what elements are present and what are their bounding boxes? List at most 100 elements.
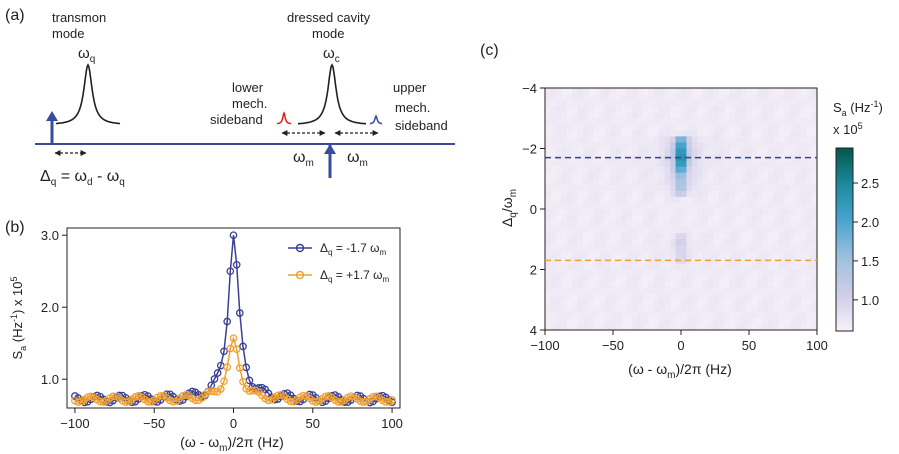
heatmap-cell	[757, 148, 763, 155]
heatmap-cell	[664, 305, 671, 313]
colorbar-tick-label: 2.0	[861, 215, 879, 230]
heatmap-cell	[681, 263, 687, 270]
heatmap-cell	[588, 202, 595, 210]
heatmap-cell	[735, 94, 742, 101]
heatmap-cell	[724, 281, 731, 289]
heatmap-cell	[610, 251, 617, 258]
heatmap-cell	[784, 323, 791, 331]
heatmap-cell	[811, 100, 818, 107]
heatmap-cell	[691, 136, 698, 143]
heatmap-cell	[697, 233, 704, 240]
heatmap-cell	[691, 202, 698, 210]
heatmap-cell	[806, 142, 812, 149]
heatmap-cell	[675, 202, 682, 210]
heatmap-cell	[653, 130, 660, 137]
heatmap-cell	[566, 227, 573, 234]
heatmap-cell	[800, 209, 807, 216]
heatmap-cell	[572, 275, 579, 282]
heatmap-cell	[588, 172, 595, 180]
heatmap-cell	[686, 287, 693, 295]
heatmap-cell	[789, 154, 796, 161]
heatmap-cell	[583, 148, 589, 155]
heatmap-cell	[697, 215, 704, 222]
heatmap-cell	[642, 190, 649, 198]
heatmap-cell	[751, 233, 758, 240]
heatmap-cell	[588, 118, 595, 125]
heatmap-cell	[583, 172, 589, 180]
heatmap-cell	[735, 190, 742, 198]
heatmap-cell	[806, 311, 812, 319]
heatmap-cell	[566, 221, 573, 228]
heatmap-cell	[789, 202, 796, 210]
heatmap-cell	[795, 221, 802, 228]
heatmap-cell	[795, 293, 802, 301]
heatmap-cell	[615, 142, 622, 149]
heatmap-cell	[555, 215, 562, 222]
heatmap-cell	[610, 305, 617, 313]
heatmap-cell	[610, 209, 617, 216]
heatmap-cell	[593, 323, 600, 331]
heatmap-cell	[664, 215, 671, 222]
heatmap-cell	[702, 239, 709, 246]
heatmap-cell	[550, 275, 557, 282]
plot-b-data-point	[346, 392, 355, 401]
heatmap-cell	[621, 281, 627, 289]
heatmap-cell	[670, 88, 676, 95]
heatmap-cell	[789, 269, 796, 276]
heatmap-cell	[572, 299, 579, 307]
heatmap-cell	[757, 299, 763, 307]
heatmap-cell	[740, 245, 747, 252]
heatmap-cell	[626, 148, 633, 155]
heatmap-cell	[735, 317, 742, 325]
heatmap-cell	[555, 160, 562, 168]
heatmap-cell	[626, 178, 633, 186]
heatmap-cell	[593, 160, 600, 168]
heatmap-cell	[697, 221, 704, 228]
heatmap-cell	[555, 100, 562, 107]
heatmap-cell	[740, 190, 747, 198]
heatmap-cell	[642, 94, 649, 101]
heatmap-cell	[719, 88, 725, 95]
heatmap-cell	[768, 160, 774, 168]
heatmap-cell	[545, 100, 551, 107]
heatmap-cell	[675, 299, 682, 307]
heatmap-cell	[653, 202, 660, 210]
heatmap-cell	[708, 269, 715, 276]
heatmap-cell	[572, 148, 579, 155]
heatmap-cell	[811, 239, 818, 246]
heatmap-cell	[588, 106, 595, 113]
heatmap-cell	[724, 136, 731, 143]
heatmap-cell	[593, 166, 600, 174]
heatmap-cell	[648, 293, 655, 301]
heatmap-cell	[773, 323, 780, 331]
heatmap-cell	[653, 190, 660, 198]
plot-b-series-line	[74, 235, 393, 404]
heatmap-cell	[686, 281, 693, 289]
heatmap-cell	[599, 88, 606, 95]
heatmap-cell	[550, 239, 557, 246]
heatmap-cell	[583, 281, 589, 289]
heatmap-cell	[566, 100, 573, 107]
heatmap-cell	[583, 106, 589, 113]
heatmap-cell	[599, 233, 606, 240]
heatmap-cell	[599, 263, 606, 270]
omega-m-label-left: ωm	[293, 149, 314, 169]
heatmap-cell	[610, 148, 617, 155]
heatmap-cell	[778, 112, 785, 119]
heatmap-cell	[659, 94, 666, 101]
heatmap-cell	[757, 239, 763, 246]
heatmap-cell	[773, 275, 780, 282]
heatmap-c-ylabel: Δq/ωm	[499, 189, 519, 227]
heatmap-cell	[691, 148, 698, 155]
heatmap-c-hlines	[545, 156, 817, 262]
heatmap-cell	[561, 178, 568, 186]
heatmap-cell	[642, 221, 649, 228]
heatmap-cell	[670, 118, 676, 125]
heatmap-cell	[664, 245, 671, 252]
plot-b-yticks: 1.02.03.0	[41, 228, 67, 387]
heatmap-cell	[642, 311, 649, 319]
heatmap-cell	[670, 184, 676, 192]
heatmap-cell	[811, 227, 818, 234]
heatmap-cell	[686, 221, 693, 228]
heatmap-cell	[599, 215, 606, 222]
